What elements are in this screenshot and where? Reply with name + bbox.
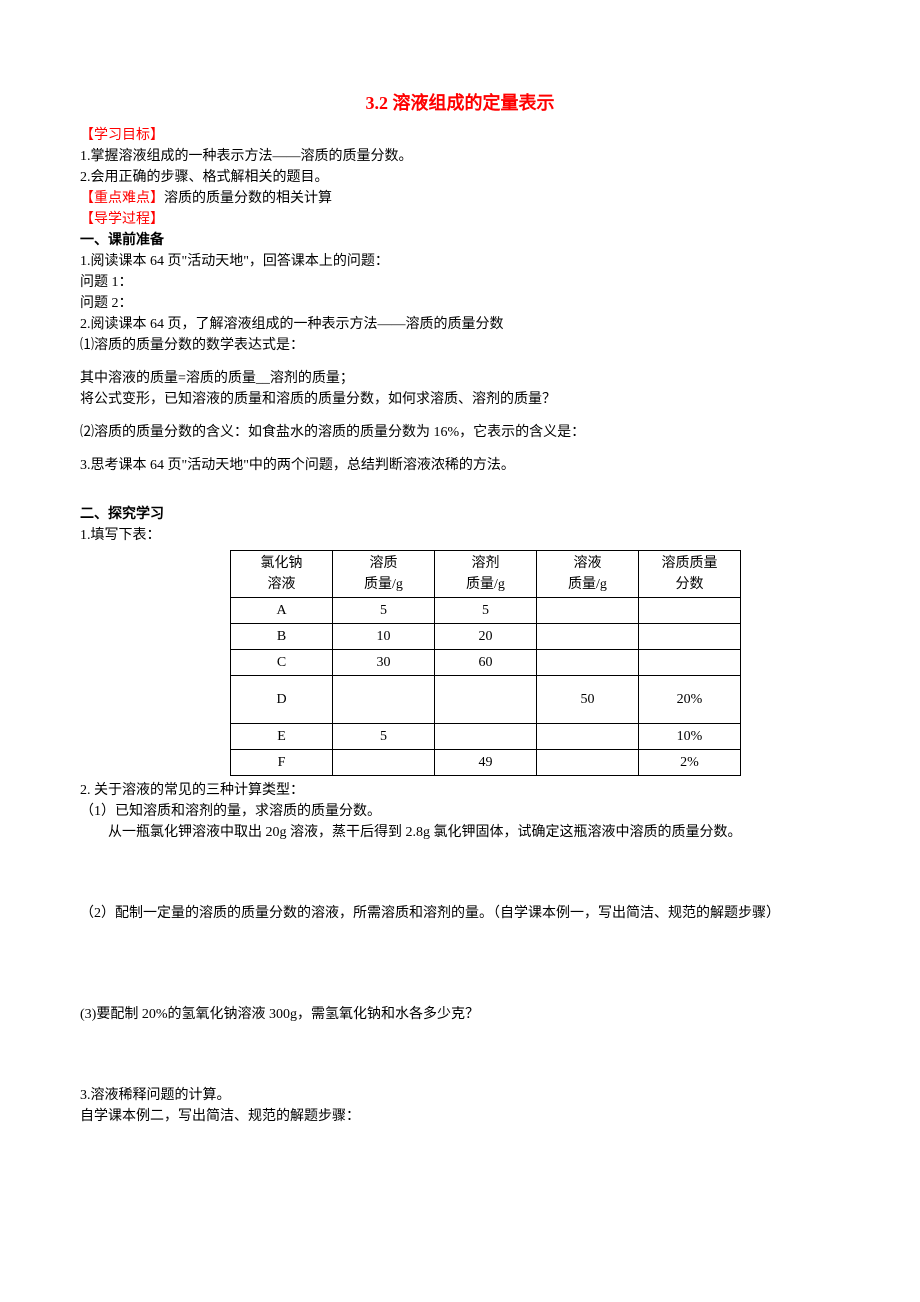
cell-solute: 30 <box>333 650 435 676</box>
cell-solvent: 49 <box>435 750 537 776</box>
table-row: E 5 10% <box>231 724 741 750</box>
cell-solute: 5 <box>333 724 435 750</box>
cell-label: F <box>231 750 333 776</box>
page: 3.2 溶液组成的定量表示 【学习目标】 1.掌握溶液组成的一种表示方法——溶质… <box>0 0 920 1302</box>
difficulties-heading: 【重点难点】 <box>80 191 164 206</box>
cell-label: D <box>231 676 333 724</box>
table-row: B 10 20 <box>231 624 741 650</box>
explore-3-body: 自学课本例二，写出简洁、规范的解题步骤： <box>80 1106 840 1127</box>
cell-label: A <box>231 598 333 624</box>
prep-3: 3.思考课本 64 页"活动天地"中的两个问题，总结判断溶液浓稀的方法。 <box>80 455 840 476</box>
explore-2-3: (3)要配制 20%的氢氧化钠溶液 300g，需氢氧化钠和水各多少克？ <box>80 1004 840 1025</box>
col-header-2: 溶剂质量/g <box>435 551 537 598</box>
data-table: 氯化钠溶液 溶质质量/g 溶剂质量/g 溶液质量/g 溶质质量分数 A 5 5 … <box>230 550 741 776</box>
table-row: A 5 5 <box>231 598 741 624</box>
col-header-3: 溶液质量/g <box>537 551 639 598</box>
goals-heading: 【学习目标】 <box>80 125 840 146</box>
page-title: 3.2 溶液组成的定量表示 <box>80 90 840 117</box>
difficulties-line: 【重点难点】溶质的质量分数的相关计算 <box>80 188 840 209</box>
difficulties-text: 溶质的质量分数的相关计算 <box>164 191 332 206</box>
spacer <box>80 843 840 903</box>
prep-2-mid: 其中溶液的质量=溶质的质量__溶剂的质量； <box>80 368 840 389</box>
cell-label: E <box>231 724 333 750</box>
prep-2-1: ⑴溶质的质量分数的数学表达式是： <box>80 335 840 356</box>
cell-frac: 20% <box>639 676 741 724</box>
explore-2-1-body: 从一瓶氯化钾溶液中取出 20g 溶液，蒸干后得到 2.8g 氯化钾固体，试确定这… <box>80 822 840 843</box>
explore-2-1: （1）已知溶质和溶剂的量，求溶质的质量分数。 <box>80 801 840 822</box>
guide-heading: 【导学过程】 <box>80 209 840 230</box>
prep-2-2: ⑵溶质的质量分数的含义：如食盐水的溶质的质量分数为 16%，它表示的含义是： <box>80 422 840 443</box>
goals-heading-text: 【学习目标】 <box>80 128 164 143</box>
col-header-1: 溶质质量/g <box>333 551 435 598</box>
spacer <box>80 356 840 368</box>
cell-solvent <box>435 676 537 724</box>
cell-frac <box>639 624 741 650</box>
spacer <box>80 924 840 1004</box>
explore-2-2: （2）配制一定量的溶质的质量分数的溶液，所需溶质和溶剂的量。（自学课本例一，写出… <box>80 903 840 924</box>
explore-1: 1.填写下表： <box>80 525 840 546</box>
question-2: 问题 2： <box>80 293 840 314</box>
cell-frac <box>639 598 741 624</box>
cell-solute <box>333 676 435 724</box>
cell-label: C <box>231 650 333 676</box>
table-header-row: 氯化钠溶液 溶质质量/g 溶剂质量/g 溶液质量/g 溶质质量分数 <box>231 551 741 598</box>
cell-solution <box>537 650 639 676</box>
cell-frac: 2% <box>639 750 741 776</box>
col-header-0: 氯化钠溶液 <box>231 551 333 598</box>
goal-2: 2.会用正确的步骤、格式解相关的题目。 <box>80 167 840 188</box>
explore-heading: 二、探究学习 <box>80 504 840 525</box>
spacer <box>80 1025 840 1085</box>
prep-2-deform: 将公式变形，已知溶液的质量和溶质的质量分数，如何求溶质、溶剂的质量？ <box>80 389 840 410</box>
spacer <box>80 476 840 504</box>
col-header-4: 溶质质量分数 <box>639 551 741 598</box>
prep-1: 1.阅读课本 64 页"活动天地"，回答课本上的问题： <box>80 251 840 272</box>
goal-1: 1.掌握溶液组成的一种表示方法——溶质的质量分数。 <box>80 146 840 167</box>
table-row: F 49 2% <box>231 750 741 776</box>
cell-solution <box>537 724 639 750</box>
cell-solvent: 60 <box>435 650 537 676</box>
cell-solution <box>537 624 639 650</box>
table-row: C 30 60 <box>231 650 741 676</box>
spacer <box>80 443 840 455</box>
cell-solute <box>333 750 435 776</box>
cell-frac <box>639 650 741 676</box>
spacer <box>80 410 840 422</box>
cell-solvent <box>435 724 537 750</box>
explore-3: 3.溶液稀释问题的计算。 <box>80 1085 840 1106</box>
prep-heading: 一、课前准备 <box>80 230 840 251</box>
cell-solution: 50 <box>537 676 639 724</box>
explore-2: 2. 关于溶液的常见的三种计算类型： <box>80 780 840 801</box>
prep-2: 2.阅读课本 64 页，了解溶液组成的一种表示方法——溶质的质量分数 <box>80 314 840 335</box>
cell-solute: 5 <box>333 598 435 624</box>
cell-solution <box>537 750 639 776</box>
guide-heading-text: 【导学过程】 <box>80 212 164 227</box>
cell-solution <box>537 598 639 624</box>
question-1: 问题 1： <box>80 272 840 293</box>
cell-solute: 10 <box>333 624 435 650</box>
cell-label: B <box>231 624 333 650</box>
table-row: D 50 20% <box>231 676 741 724</box>
cell-solvent: 5 <box>435 598 537 624</box>
cell-frac: 10% <box>639 724 741 750</box>
cell-solvent: 20 <box>435 624 537 650</box>
